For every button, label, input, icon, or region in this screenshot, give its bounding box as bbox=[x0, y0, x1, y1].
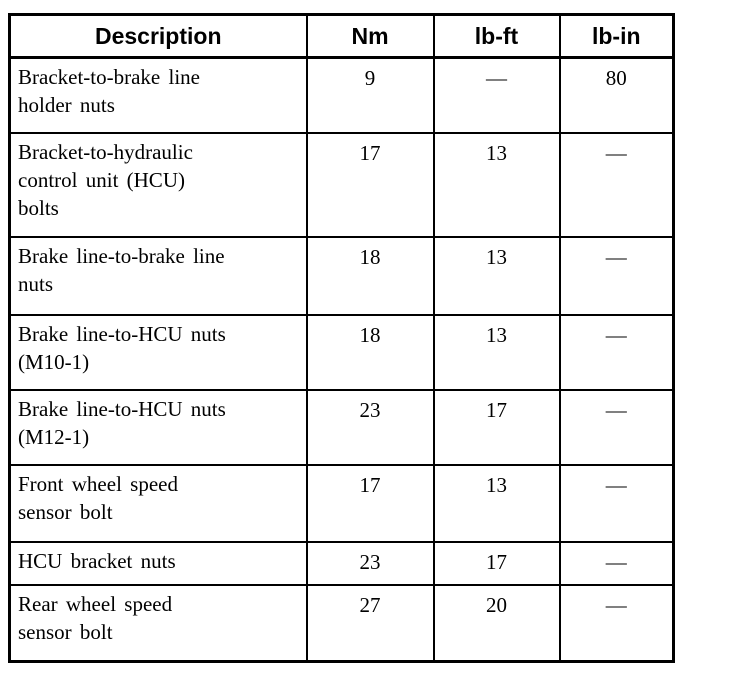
col-header-description: Description bbox=[8, 13, 308, 59]
description-cell: Front wheel speed sensor bolt bbox=[8, 463, 308, 543]
nm-value-cell: 27 bbox=[305, 583, 435, 663]
table-row: Brake line-to-brake line nuts 18 13 — bbox=[8, 235, 675, 316]
lbft-value-cell: 13 bbox=[432, 313, 561, 391]
description-cell: Brake line-to-HCU nuts (M12-1) bbox=[8, 388, 308, 466]
description-cell: HCU bracket nuts bbox=[8, 540, 308, 586]
lbft-value-cell: — bbox=[432, 56, 561, 134]
description-cell: Bracket-to-hydraulic control unit (HCU) … bbox=[8, 131, 308, 238]
nm-value-cell: 23 bbox=[305, 540, 435, 586]
nm-value-cell: 17 bbox=[305, 463, 435, 543]
lbft-value-cell: 13 bbox=[432, 463, 561, 543]
description-cell: Brake line-to-brake line nuts bbox=[8, 235, 308, 316]
torque-spec-table: Description Nm lb-ft lb-in Bracket-to-br… bbox=[8, 13, 675, 663]
table-row: Brake line-to-HCU nuts (M10-1) 18 13 — bbox=[8, 313, 675, 391]
header-row: Description Nm lb-ft lb-in bbox=[8, 13, 675, 59]
lbft-value-cell: 13 bbox=[432, 131, 561, 238]
lbin-value-cell: 80 bbox=[558, 56, 675, 134]
lbin-value-cell: — bbox=[558, 540, 675, 586]
table-row: Brake line-to-HCU nuts (M12-1) 23 17 — bbox=[8, 388, 675, 466]
table-row: HCU bracket nuts 23 17 — bbox=[8, 540, 675, 586]
lbin-value-cell: — bbox=[558, 463, 675, 543]
col-header-lbft: lb-ft bbox=[432, 13, 561, 59]
col-header-lbin: lb-in bbox=[558, 13, 675, 59]
col-header-nm: Nm bbox=[305, 13, 435, 59]
lbin-value-cell: — bbox=[558, 388, 675, 466]
lbft-value-cell: 17 bbox=[432, 540, 561, 586]
table-row: Bracket-to-hydraulic control unit (HCU) … bbox=[8, 131, 675, 238]
description-cell: Brake line-to-HCU nuts (M10-1) bbox=[8, 313, 308, 391]
table-row: Front wheel speed sensor bolt 17 13 — bbox=[8, 463, 675, 543]
nm-value-cell: 17 bbox=[305, 131, 435, 238]
description-cell: Rear wheel speed sensor bolt bbox=[8, 583, 308, 663]
lbft-value-cell: 13 bbox=[432, 235, 561, 316]
lbin-value-cell: — bbox=[558, 313, 675, 391]
lbft-value-cell: 17 bbox=[432, 388, 561, 466]
lbft-value-cell: 20 bbox=[432, 583, 561, 663]
nm-value-cell: 18 bbox=[305, 313, 435, 391]
lbin-value-cell: — bbox=[558, 583, 675, 663]
nm-value-cell: 23 bbox=[305, 388, 435, 466]
lbin-value-cell: — bbox=[558, 131, 675, 238]
nm-value-cell: 9 bbox=[305, 56, 435, 134]
nm-value-cell: 18 bbox=[305, 235, 435, 316]
table-row: Rear wheel speed sensor bolt 27 20 — bbox=[8, 583, 675, 663]
description-cell: Bracket-to-brake line holder nuts bbox=[8, 56, 308, 134]
lbin-value-cell: — bbox=[558, 235, 675, 316]
table-row: Bracket-to-brake line holder nuts 9 — 80 bbox=[8, 56, 675, 134]
